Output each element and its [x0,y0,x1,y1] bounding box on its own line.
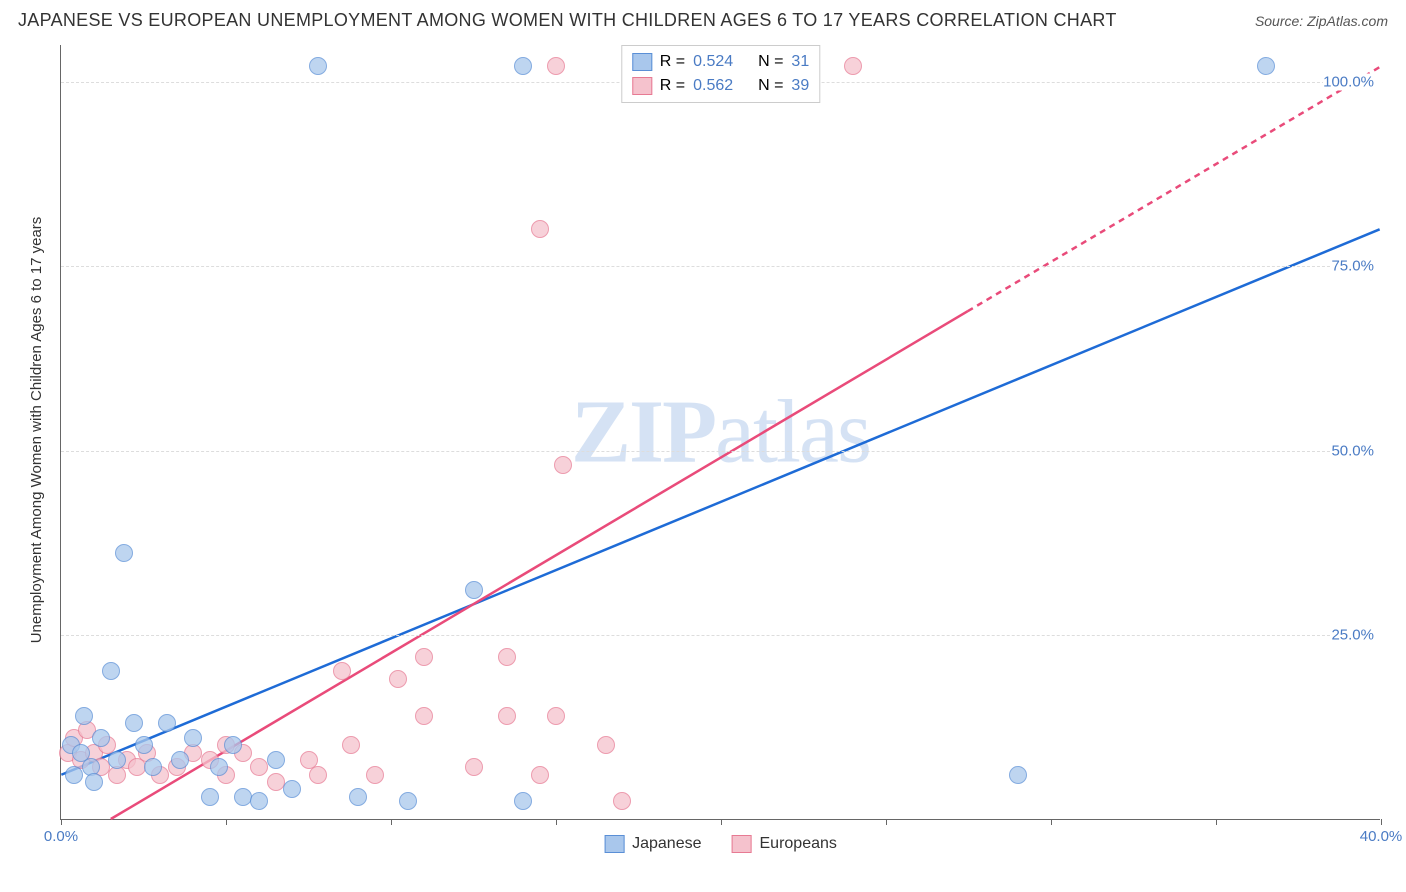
data-point-europeans [844,57,862,75]
x-tick-label: 40.0% [1360,828,1403,845]
data-point-japanese [234,788,252,806]
data-point-japanese [184,729,202,747]
legend-n-value: 31 [791,50,809,74]
legend-series-item: Europeans [732,835,837,853]
x-tick [61,819,62,825]
legend-swatch [604,835,624,853]
data-point-europeans [554,456,572,474]
trend-lines [61,45,1380,819]
legend-series-item: Japanese [604,835,701,853]
data-point-japanese [283,780,301,798]
legend-r-value: 0.524 [693,50,733,74]
data-point-europeans [547,57,565,75]
legend-swatch [632,53,652,71]
legend-series-label: Japanese [632,835,701,853]
y-tick-label: 75.0% [1331,258,1382,275]
data-point-europeans [366,766,384,784]
data-point-japanese [125,714,143,732]
data-point-japanese [465,581,483,599]
data-point-europeans [597,736,615,754]
data-point-europeans [531,220,549,238]
data-point-europeans [498,648,516,666]
data-point-japanese [1257,57,1275,75]
y-axis-label: Unemployment Among Women with Children A… [28,217,45,644]
data-point-japanese [250,792,268,810]
x-tick [1381,819,1382,825]
legend-stat-row: R = 0.562 N = 39 [632,74,809,98]
data-point-japanese [514,57,532,75]
data-point-japanese [102,662,120,680]
plot-area: ZIPatlas R = 0.524 N = 31 R = 0.562 N = … [60,45,1380,820]
data-point-japanese [108,751,126,769]
data-point-japanese [92,729,110,747]
x-tick [721,819,722,825]
x-tick [226,819,227,825]
data-point-europeans [415,648,433,666]
source-label: Source: ZipAtlas.com [1255,13,1388,29]
data-point-europeans [342,736,360,754]
data-point-japanese [115,544,133,562]
data-point-europeans [389,670,407,688]
x-tick [556,819,557,825]
data-point-europeans [531,766,549,784]
legend-n-label: N = [758,50,783,74]
gridline [61,266,1380,267]
x-tick-label: 0.0% [44,828,78,845]
data-point-japanese [135,736,153,754]
data-point-europeans [250,758,268,776]
gridline [61,451,1380,452]
legend-n-label: N = [758,74,783,98]
watermark: ZIPatlas [571,381,870,484]
data-point-europeans [333,662,351,680]
legend-swatch [732,835,752,853]
x-tick [391,819,392,825]
legend-stat-row: R = 0.524 N = 31 [632,50,809,74]
y-tick-label: 100.0% [1323,73,1382,90]
data-point-europeans [415,707,433,725]
data-point-japanese [267,751,285,769]
legend-stats: R = 0.524 N = 31 R = 0.562 N = 39 [621,45,820,103]
data-point-japanese [349,788,367,806]
y-tick-label: 25.0% [1331,627,1382,644]
legend-series-label: Europeans [760,835,837,853]
y-tick-label: 50.0% [1331,442,1382,459]
x-tick [1051,819,1052,825]
data-point-europeans [498,707,516,725]
legend-swatch [632,77,652,95]
gridline [61,635,1380,636]
data-point-europeans [547,707,565,725]
data-point-europeans [465,758,483,776]
legend-r-label: R = [660,50,685,74]
data-point-japanese [514,792,532,810]
legend-r-value: 0.562 [693,74,733,98]
data-point-europeans [309,766,327,784]
chart-title: JAPANESE VS EUROPEAN UNEMPLOYMENT AMONG … [18,10,1117,31]
data-point-japanese [1009,766,1027,784]
data-point-japanese [144,758,162,776]
data-point-japanese [399,792,417,810]
data-point-japanese [224,736,242,754]
data-point-japanese [210,758,228,776]
data-point-japanese [75,707,93,725]
legend-n-value: 39 [791,74,809,98]
data-point-japanese [65,766,83,784]
x-tick [886,819,887,825]
data-point-japanese [85,773,103,791]
data-point-japanese [158,714,176,732]
legend-r-label: R = [660,74,685,98]
legend-series: Japanese Europeans [604,835,837,853]
data-point-europeans [267,773,285,791]
data-point-europeans [613,792,631,810]
data-point-japanese [201,788,219,806]
x-tick [1216,819,1217,825]
data-point-japanese [171,751,189,769]
data-point-japanese [309,57,327,75]
